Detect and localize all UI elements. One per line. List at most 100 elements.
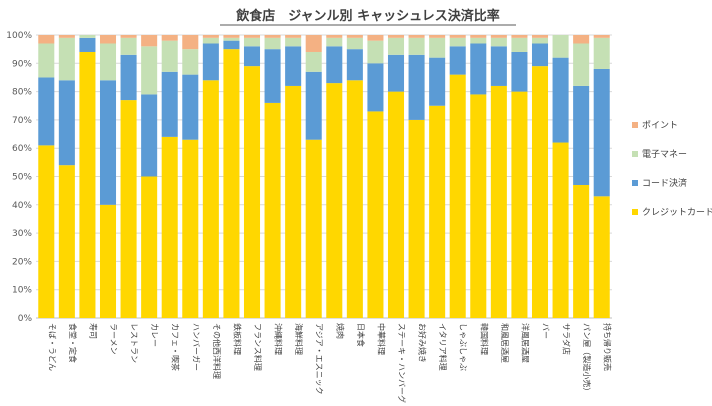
bar-segment <box>38 145 55 318</box>
bar-segment <box>531 37 549 44</box>
bar-segment <box>387 35 405 38</box>
y-tick-label: 50% <box>12 173 32 183</box>
bar-segment <box>141 176 158 318</box>
chart-title: 飲食店 ジャンル別 キャッシュレス決済比率 <box>235 8 500 24</box>
bar-segment <box>243 35 261 38</box>
y-tick-label: 20% <box>12 257 32 267</box>
bar-segment <box>38 43 55 78</box>
category-label: カフェ・喫茶 <box>171 323 181 371</box>
legend-label: ポイント <box>642 120 678 131</box>
y-tick-label: 90% <box>12 59 32 69</box>
bar-segment <box>593 35 610 38</box>
bar-segment <box>511 37 528 52</box>
bar-segment <box>552 35 569 58</box>
bar-segment <box>285 46 302 86</box>
bar-segment <box>593 37 610 69</box>
bar-segment <box>449 35 466 38</box>
bar-segment <box>470 94 487 319</box>
bar-segment <box>573 43 590 86</box>
category-label: イタリア料理 <box>438 323 448 371</box>
bar-segment <box>531 35 549 38</box>
bar-segment <box>326 37 343 47</box>
bar-segment <box>264 49 281 103</box>
bar-segment <box>182 35 199 50</box>
bar-segment <box>223 35 240 38</box>
y-tick-label: 10% <box>12 286 32 296</box>
bar-segment <box>99 80 117 205</box>
category-label: ステーキ・ハンバーグ <box>397 323 407 403</box>
bar-segment <box>449 74 466 319</box>
bar-segment <box>346 49 363 81</box>
category-label: 食堂・定食 <box>68 323 78 363</box>
category-label: 韓国料理 <box>479 323 489 355</box>
bar-segment <box>305 71 322 140</box>
bar-segment <box>429 57 446 106</box>
bar-segment <box>202 80 219 318</box>
bar-segment <box>573 85 590 185</box>
bar-segment <box>79 37 96 52</box>
category-label: しゃぶしゃぶ <box>459 323 468 371</box>
bar-segment <box>285 35 302 38</box>
bar-segment <box>305 35 322 52</box>
bar-segment <box>490 37 507 47</box>
bar-segment <box>511 91 528 318</box>
bar-segment <box>367 40 384 64</box>
bar-segment <box>243 66 261 318</box>
bar-segment <box>99 43 117 81</box>
bar-segment <box>223 40 240 50</box>
y-tick-label: 40% <box>12 201 32 211</box>
category-label: 焼肉 <box>335 323 345 339</box>
bar-segment <box>202 37 219 44</box>
category-label: サラダ店 <box>562 323 572 355</box>
bar-segment <box>511 51 528 92</box>
category-label: お好み焼き <box>418 323 428 363</box>
legend-label: クレジットカード <box>642 207 712 218</box>
bar-segment <box>429 37 446 58</box>
bar-segment <box>531 43 549 67</box>
bar-segment <box>573 184 590 318</box>
bar-segment <box>326 35 343 38</box>
bar-segment <box>182 49 199 75</box>
category-label: バー <box>541 323 550 339</box>
bar-segment <box>552 142 569 318</box>
bar-segment <box>223 37 240 41</box>
y-tick-label: 80% <box>12 88 32 98</box>
legend-label: 電子マネー <box>642 149 687 160</box>
legend-swatch <box>632 122 638 128</box>
bar-segment <box>58 165 75 318</box>
bar-segment <box>285 85 302 318</box>
bar-segment <box>387 91 405 318</box>
bar-segment <box>490 85 507 318</box>
bar-segment <box>346 80 363 318</box>
bar-segment <box>470 37 487 44</box>
category-label: レストラン <box>130 323 139 363</box>
bar-segment <box>223 49 240 319</box>
bar-segment <box>573 35 590 44</box>
bar-segment <box>490 46 507 86</box>
bar-segment <box>38 77 55 146</box>
bar-segment <box>120 37 137 55</box>
bar-segment <box>99 204 117 318</box>
legend-label: コード決済 <box>642 177 687 189</box>
bar-segment <box>367 63 384 112</box>
category-label: ラーメン <box>109 323 118 355</box>
bar-segment <box>120 35 137 38</box>
category-label: 洋風居酒屋 <box>520 323 530 363</box>
bar-segment <box>79 35 96 38</box>
bar-segment <box>202 35 219 38</box>
bar-segment <box>120 100 137 318</box>
bar-segment <box>161 136 178 318</box>
bar-segment <box>38 35 55 44</box>
y-tick-label: 100% <box>6 31 32 41</box>
bar-segment <box>511 35 528 38</box>
bar-segment <box>141 94 158 177</box>
bar-segment <box>182 139 199 318</box>
bar-segment <box>326 46 343 84</box>
bar-segment <box>264 37 281 50</box>
y-tick-label: 30% <box>12 229 32 239</box>
y-tick-label: 70% <box>12 116 32 126</box>
bar-segment <box>531 66 549 318</box>
bar-segment <box>264 102 281 318</box>
bar-segment <box>202 43 219 81</box>
